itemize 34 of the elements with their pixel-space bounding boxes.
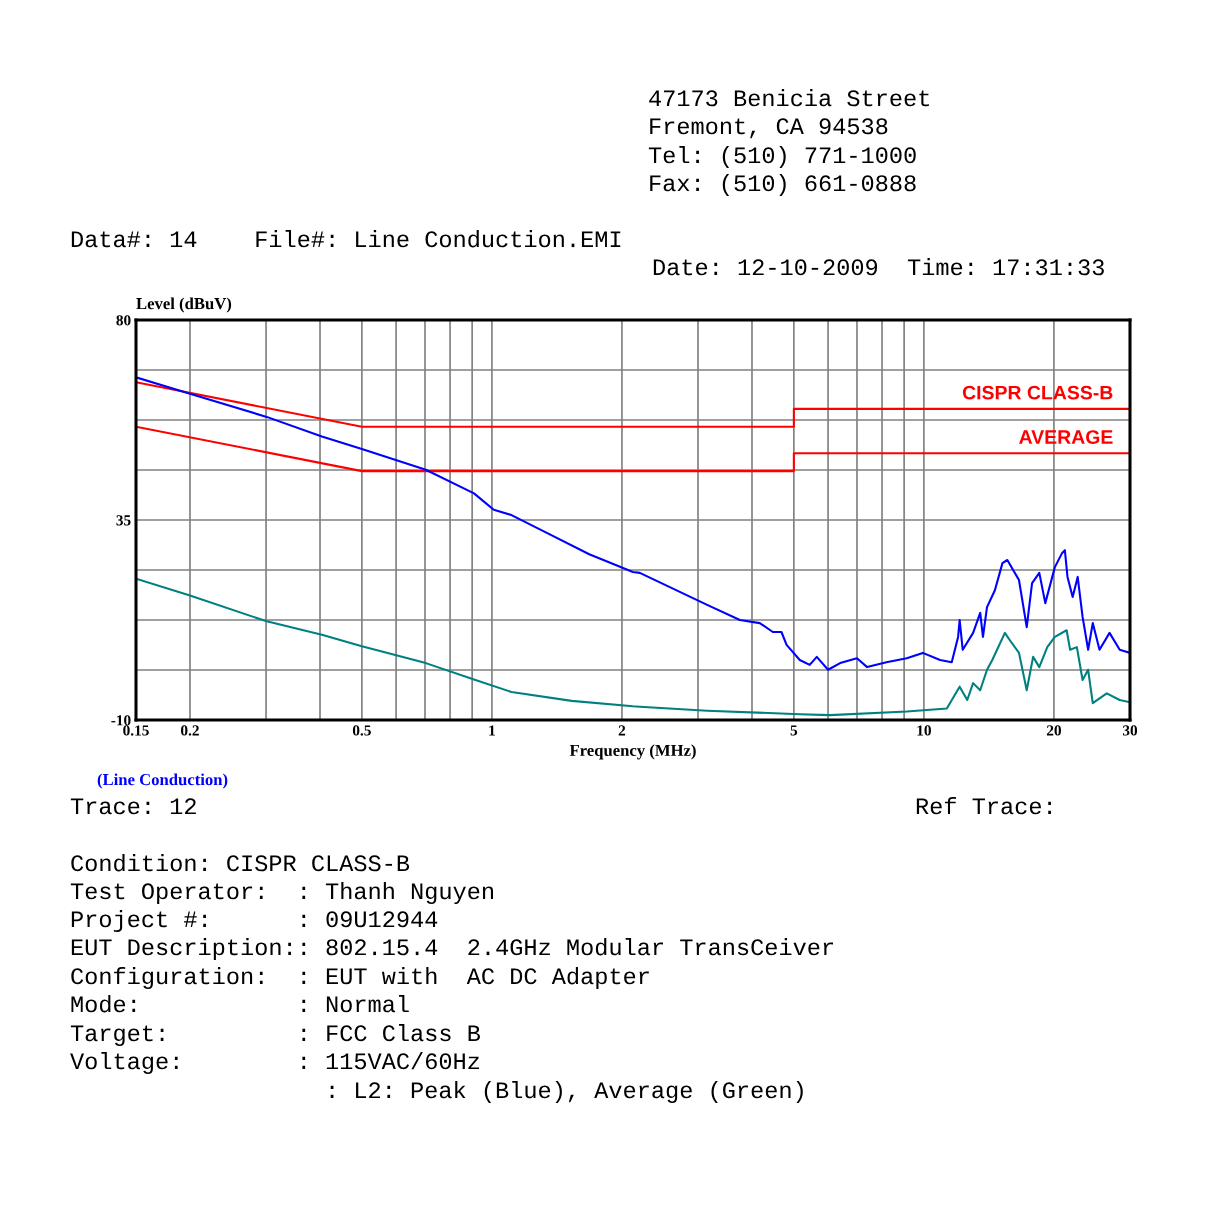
- text: Trace: 12: [70, 798, 196, 815]
- text: Project #: : 09U12944: [71, 909, 438, 933]
- text: Ref Trace:: [916, 796, 1051, 815]
- text: Tel: (510) 771-1000: [648, 146, 916, 168]
- text: 47173 Benicia Street: [649, 89, 929, 107]
- text: Condition: CISPR CLASS-B: [71, 853, 410, 872]
- text: Fremont, CA 94538: [650, 118, 888, 139]
- x-tick-label: 30: [1122, 725, 1138, 736]
- text: EUT Description:: 802.15.4 2.4GHz Modular TransCeiver: [71, 937, 833, 961]
- text: Voltage: : 115VAC/60Hz: [70, 1051, 480, 1074]
- text: (Line Conduction): [97, 773, 228, 789]
- text: : L2: Peak (Blue), Average (Green): [330, 1080, 803, 1104]
- y-tick-label: -10: [111, 715, 131, 726]
- x-tick-label: 10: [917, 725, 931, 736]
- y-axis-title: Level (dBuV): [136, 297, 232, 313]
- text: Fax: (510) 661-0888: [650, 174, 916, 196]
- x-axis-title: Frequency (MHz): [569, 744, 696, 760]
- text: Target: : FCC Class B: [70, 1023, 481, 1046]
- text: Mode: : Normal: [71, 994, 409, 1013]
- x-tick-label: 0.2: [181, 725, 199, 736]
- x-tick-label: 20: [1046, 725, 1061, 736]
- x-tick-label: 5: [790, 725, 798, 736]
- x-tick-label: 1: [489, 725, 495, 736]
- text: Configuration: : EUT with AC DC Adapter: [71, 966, 649, 990]
- series-label: AVERAGE: [1019, 430, 1113, 444]
- series-label: CISPR CLASS-B: [962, 385, 1113, 400]
- text: Data#: 14 File#: Line Conduction.EMI: [71, 229, 621, 248]
- text: Test Operator: : Thanh Nguyen: [70, 881, 493, 905]
- y-tick-label: 35: [116, 515, 131, 526]
- y-tick-label: 80: [116, 315, 131, 326]
- x-tick-label: 0.5: [352, 725, 371, 736]
- x-tick-label: 2: [618, 725, 626, 736]
- text: Date: 12-10-2009 Time: 17:31:33: [653, 257, 1104, 276]
- x-tick-label: 0.15: [123, 725, 149, 736]
